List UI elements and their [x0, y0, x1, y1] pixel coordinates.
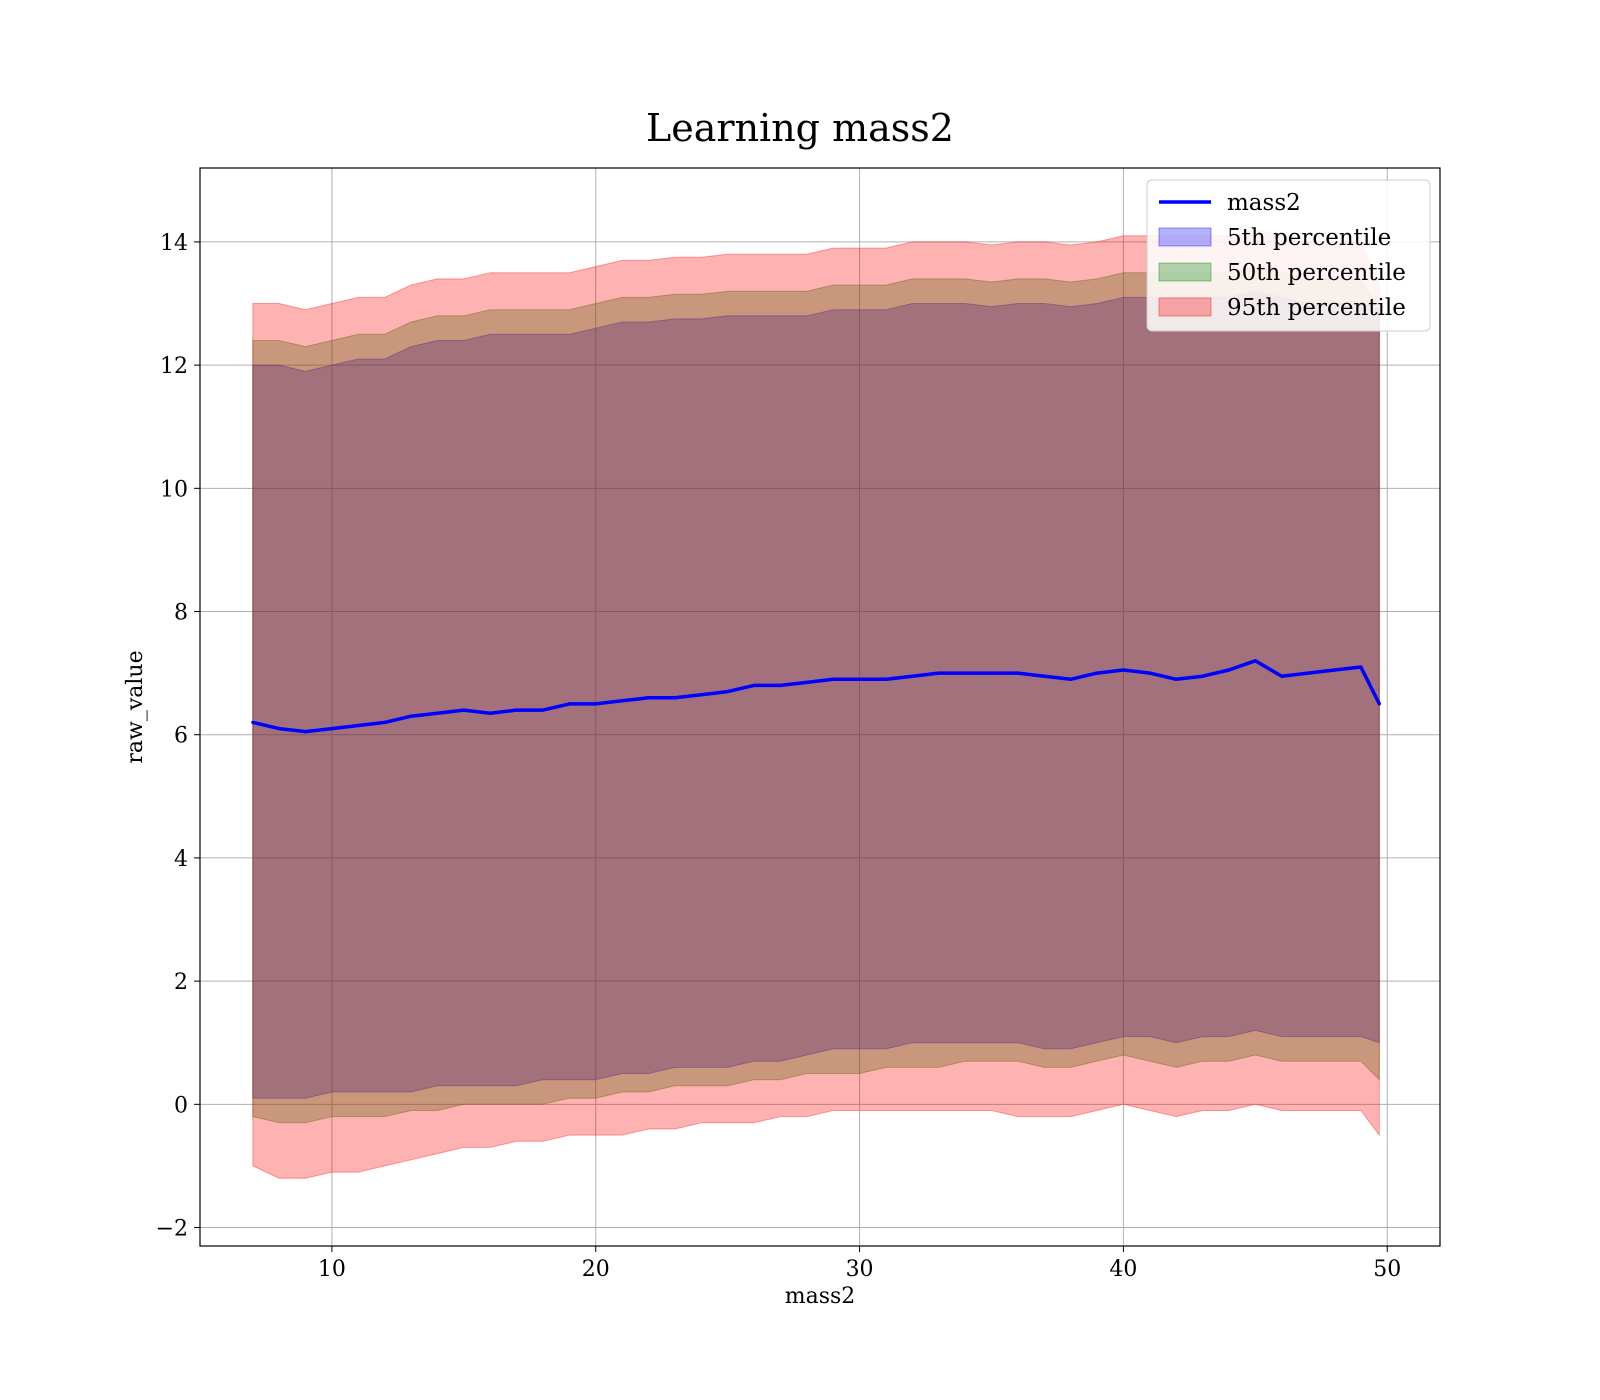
point-mass2: [989, 671, 994, 675]
point-mass2: [356, 723, 360, 728]
point-mass2: [435, 711, 439, 715]
point-mass2: [699, 693, 703, 697]
y-tick-label: −2: [156, 1217, 188, 1242]
point-mass2: [462, 708, 466, 712]
legend-swatch: [1158, 297, 1212, 317]
point-mass2: [1174, 677, 1178, 681]
legend-label: 5th percentile: [1227, 225, 1391, 251]
legend-swatch: [1158, 262, 1212, 282]
point-mass2: [1332, 668, 1337, 672]
point-mass2: [805, 680, 809, 685]
y-tick-label: 10: [160, 477, 188, 502]
point-mass2: [277, 727, 281, 731]
chart-title: Learning mass2: [646, 106, 954, 150]
x-tick-label: 40: [1109, 1257, 1137, 1282]
point-mass2: [884, 677, 888, 681]
percentile-bands: [252, 229, 1380, 1179]
point-mass2: [567, 702, 572, 706]
x-tick-label: 50: [1373, 1257, 1401, 1282]
legend-swatch: [1158, 227, 1212, 247]
point-mass2: [1280, 674, 1284, 678]
point-mass2: [646, 696, 651, 700]
grid: [200, 168, 1440, 1246]
legend-label: mass2: [1227, 190, 1301, 216]
point-mass2: [303, 730, 308, 734]
band-5th-percentile: [252, 290, 1380, 1099]
y-axis-label: raw_value: [123, 650, 148, 763]
point-mass2: [963, 671, 967, 675]
point-mass2: [673, 696, 677, 700]
point-mass2: [1095, 671, 1099, 675]
y-tick-label: 12: [160, 354, 188, 379]
point-mass2: [1253, 659, 1257, 663]
point-mass2: [1148, 671, 1152, 675]
y-tick-label: 0: [174, 1093, 188, 1118]
y-tick-label: 6: [174, 724, 188, 749]
point-mass2: [330, 727, 334, 731]
legend-label: 95th percentile: [1227, 295, 1406, 321]
point-mass2: [1042, 674, 1046, 678]
point-mass2: [409, 714, 413, 718]
point-mass2: [383, 720, 387, 725]
axis-ticks: 10 20 30 40 50 −2 0 2 4 6 8 10 12 14: [156, 231, 1402, 1282]
point-mass2: [488, 711, 492, 715]
point-mass2: [1121, 668, 1125, 672]
legend-label: 50th percentile: [1227, 260, 1406, 286]
point-mass2: [752, 683, 756, 688]
point-mass2: [1359, 665, 1363, 669]
point-mass2: [1227, 668, 1231, 672]
x-tick-label: 10: [318, 1257, 346, 1282]
point-mass2: [251, 720, 255, 725]
point-mass2: [620, 699, 624, 703]
point-mass2: [1201, 674, 1205, 678]
legend-box: [1146, 179, 1431, 332]
plot-frame: [199, 167, 1441, 1247]
x-tick-label: 30: [846, 1257, 874, 1282]
y-tick-label: 4: [174, 847, 188, 872]
band-50th-percentile: [252, 266, 1380, 1124]
plot-area: [200, 168, 1440, 1246]
y-tick-label: 8: [174, 601, 188, 626]
legend: mass2 5th percentile 50th percentile 95th p…: [1146, 179, 1431, 332]
point-mass2: [594, 702, 598, 706]
point-mass2: [515, 708, 519, 712]
point-mass2: [831, 677, 835, 681]
point-mass2: [778, 683, 783, 688]
y-tick-label: 14: [160, 231, 188, 256]
point-mass2: [726, 690, 730, 694]
y-tick-label: 2: [174, 970, 188, 995]
line-mass2: [252, 659, 1381, 734]
point-mass2: [858, 677, 862, 681]
point-mass2: [541, 708, 545, 712]
point-mass2: [1016, 671, 1020, 675]
band-95th-percentile: [252, 229, 1380, 1179]
point-mass2: [1306, 671, 1310, 675]
x-axis-label: mass2: [785, 1284, 856, 1309]
point-mass2: [1069, 677, 1073, 681]
point-mass2: [1377, 702, 1381, 706]
point-mass2: [910, 674, 914, 678]
series-lines: [251, 659, 1381, 734]
x-tick-label: 20: [582, 1257, 610, 1282]
point-mass2: [937, 671, 941, 675]
